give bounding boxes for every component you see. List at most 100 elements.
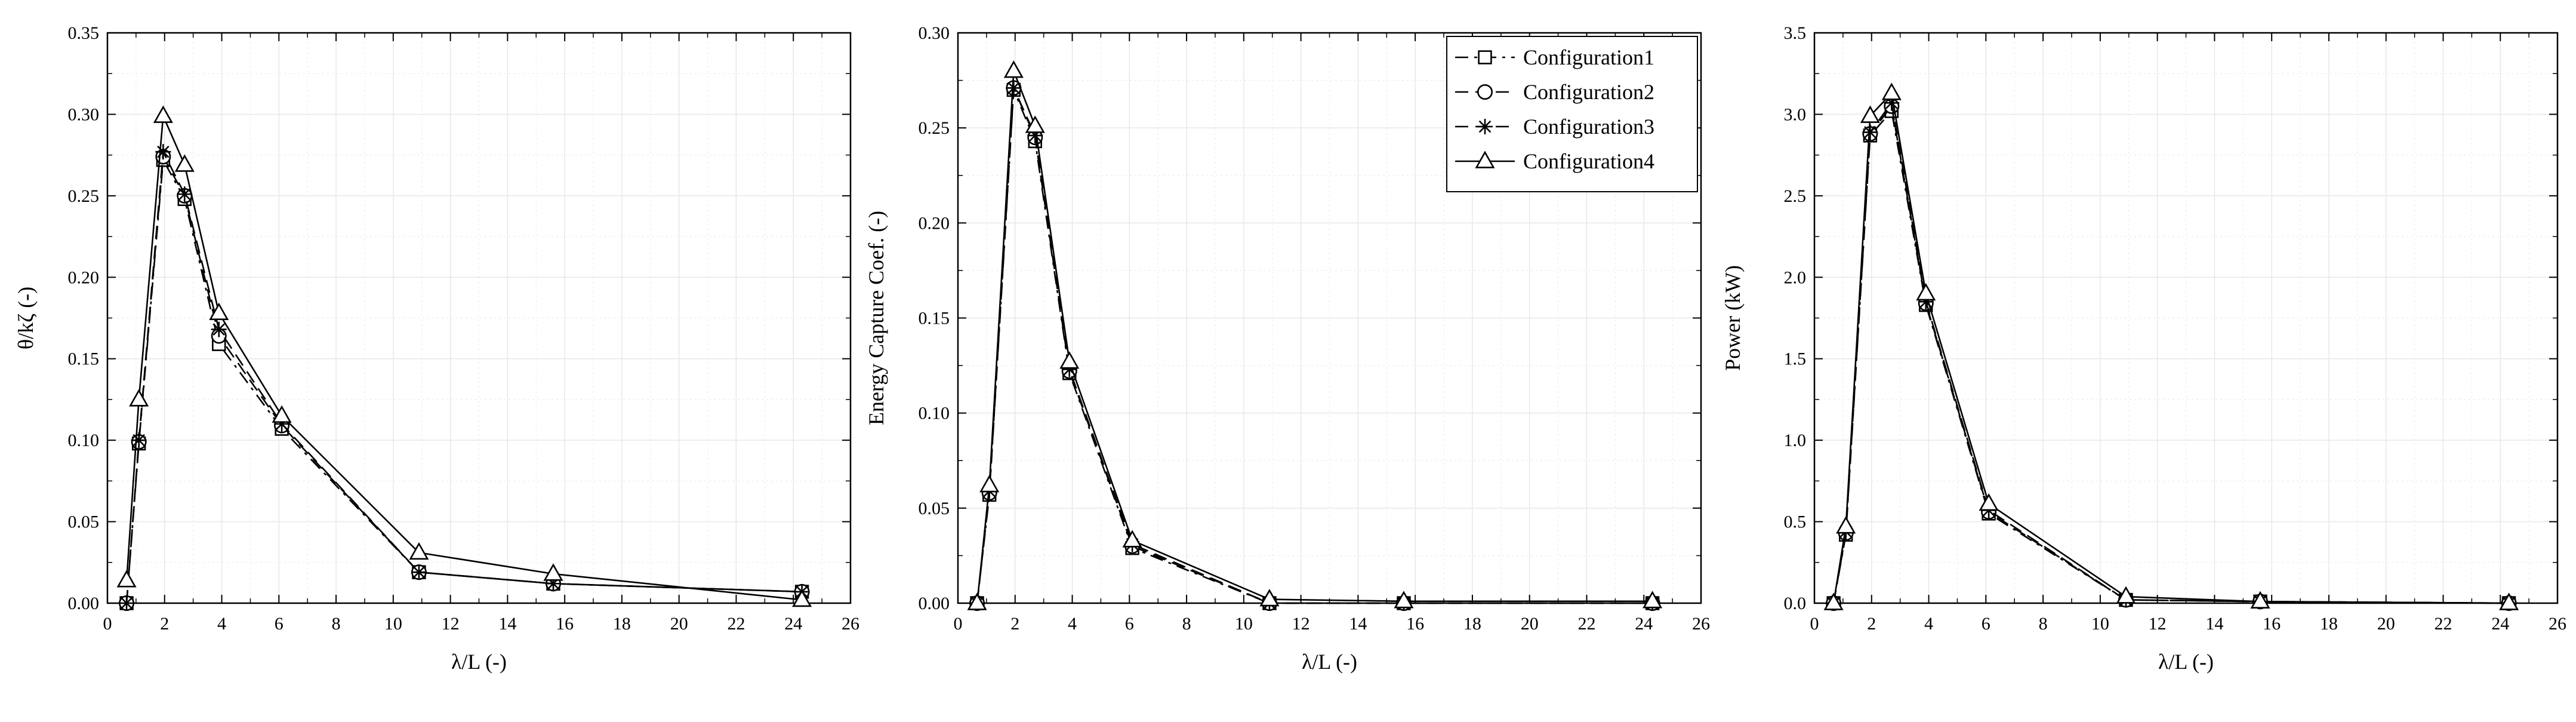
y-tick-label: 0.35 — [68, 23, 100, 43]
x-tick-label: 16 — [1406, 614, 1424, 634]
y-tick-label: 0.15 — [68, 349, 100, 369]
y-axis-title: Energy Capture Coef. (-) — [864, 211, 888, 425]
series-line — [1832, 110, 2509, 604]
x-tick-label: 4 — [1068, 614, 1077, 634]
x-tick-label: 26 — [842, 614, 859, 634]
data-point-triangle — [272, 405, 292, 423]
data-point-triangle — [2250, 591, 2270, 609]
series-configuration4 — [1823, 82, 2519, 610]
x-tick-label: 16 — [556, 614, 574, 634]
y-tick-label: 0.25 — [68, 186, 100, 206]
series-line — [125, 115, 802, 601]
data-point-triangle — [209, 302, 229, 321]
data-point-triangle — [1394, 591, 1414, 609]
data-point-asterisk — [546, 576, 561, 592]
data-point-triangle — [1860, 105, 1880, 123]
data-point-triangle — [792, 589, 812, 607]
x-tick-label: 24 — [784, 614, 802, 634]
y-tick-label: 0.00 — [919, 594, 950, 613]
x-tick-label: 6 — [1125, 614, 1134, 634]
series-configuration4 — [116, 105, 812, 607]
y-tick-label: 0.20 — [68, 268, 100, 287]
y-tick-label: 0.25 — [919, 118, 950, 138]
data-point-triangle — [1122, 530, 1142, 548]
data-point-asterisk — [1061, 361, 1077, 377]
x-tick-label: 22 — [2434, 614, 2452, 634]
x-tick-label: 6 — [275, 614, 284, 634]
data-point-triangle — [2499, 592, 2519, 610]
y-tick-label: 3.0 — [1784, 105, 1807, 124]
x-tick-label: 20 — [670, 614, 688, 634]
series-line — [1832, 102, 2509, 604]
x-tick-label: 20 — [2377, 614, 2395, 634]
grid — [1814, 32, 2558, 604]
data-point-asterisk — [274, 416, 290, 432]
data-point-asterisk — [211, 321, 227, 337]
x-tick-label: 10 — [2091, 614, 2109, 634]
data-point-triangle — [2116, 586, 2136, 604]
data-point-asterisk — [131, 432, 147, 448]
x-tick-label: 26 — [1692, 614, 1710, 634]
x-tick-label: 2 — [1010, 614, 1019, 634]
legend: Configuration1 Configuration2 Configuratio… — [1446, 36, 1698, 192]
data-point-asterisk — [119, 595, 135, 611]
data-point-triangle — [153, 105, 173, 123]
series-configuration4 — [967, 60, 1663, 610]
data-point-asterisk — [1006, 80, 1022, 96]
legend-label: Configuration1 — [1523, 45, 1654, 69]
y-tick-label: 0.30 — [919, 23, 950, 43]
data-point-triangle — [1836, 516, 1856, 534]
data-point-asterisk — [1027, 127, 1043, 143]
x-tick-label: 8 — [1182, 614, 1191, 634]
x-tick-label: 6 — [1982, 614, 1990, 634]
series-configuration2 — [1826, 98, 2517, 611]
data-point-triangle — [174, 154, 195, 172]
y-tick-label: 2.5 — [1784, 186, 1807, 206]
data-point-triangle — [1003, 60, 1024, 78]
y-tick-label: 0.0 — [1784, 594, 1807, 613]
y-tick-label: 1.5 — [1784, 349, 1807, 369]
x-tick-label: 10 — [1235, 614, 1253, 634]
y-tick-label: 3.5 — [1784, 23, 1807, 43]
data-point-triangle — [979, 475, 1000, 493]
y-axis-title: Power (kW) — [1721, 265, 1745, 371]
x-tick-label: 24 — [1635, 614, 1653, 634]
x-tick-label: 0 — [1810, 614, 1819, 634]
series-configuration3 — [119, 144, 810, 611]
x-tick-label: 8 — [2039, 614, 2048, 634]
x-tick-label: 18 — [2320, 614, 2338, 634]
x-tick-label: 20 — [1521, 614, 1539, 634]
series-configuration1 — [1826, 104, 2516, 610]
legend-label: Configuration2 — [1523, 80, 1654, 104]
data-point-asterisk — [1862, 124, 1878, 140]
x-tick-label: 22 — [1577, 614, 1595, 634]
y-tick-label: 0.05 — [68, 512, 100, 532]
y-tick-label: 0.20 — [919, 213, 950, 233]
legend-marker-asterisk — [1477, 119, 1493, 134]
x-tick-label: 4 — [217, 614, 226, 634]
y-tick-label: 0.00 — [68, 594, 100, 613]
y-tick-label: 0.05 — [919, 499, 950, 518]
legend-marker-circle — [1477, 84, 1493, 100]
x-axis-title: λ/L (-) — [2158, 650, 2214, 674]
x-axis-title: λ/L (-) — [1302, 650, 1357, 674]
data-point-triangle — [129, 389, 149, 407]
legend-label: Configuration3 — [1523, 115, 1654, 139]
x-tick-label: 22 — [727, 614, 745, 634]
x-tick-label: 18 — [1463, 614, 1481, 634]
y-axis-title: θ/kζ (-) — [14, 287, 38, 349]
data-point-triangle — [967, 592, 987, 610]
x-tick-label: 0 — [954, 614, 963, 634]
x-tick-label: 2 — [1867, 614, 1876, 634]
series-line — [1832, 92, 2509, 604]
data-point-triangle — [409, 542, 429, 560]
chart-panel-3: 0 2 4 6 8 10 12 14 16 18 20 22 24 260.00.51.01.52.02.… — [1721, 23, 2566, 674]
x-tick-label: 12 — [442, 614, 460, 634]
y-tick-label: 0.30 — [68, 105, 100, 124]
data-point-triangle — [1025, 115, 1045, 133]
series-line — [125, 159, 802, 604]
data-point-triangle — [1259, 589, 1280, 607]
chart-panel-2: 0 2 4 6 8 10 12 14 16 18 20 22 24 260.000.050.100.150… — [864, 23, 1710, 674]
data-point-asterisk — [177, 186, 193, 202]
